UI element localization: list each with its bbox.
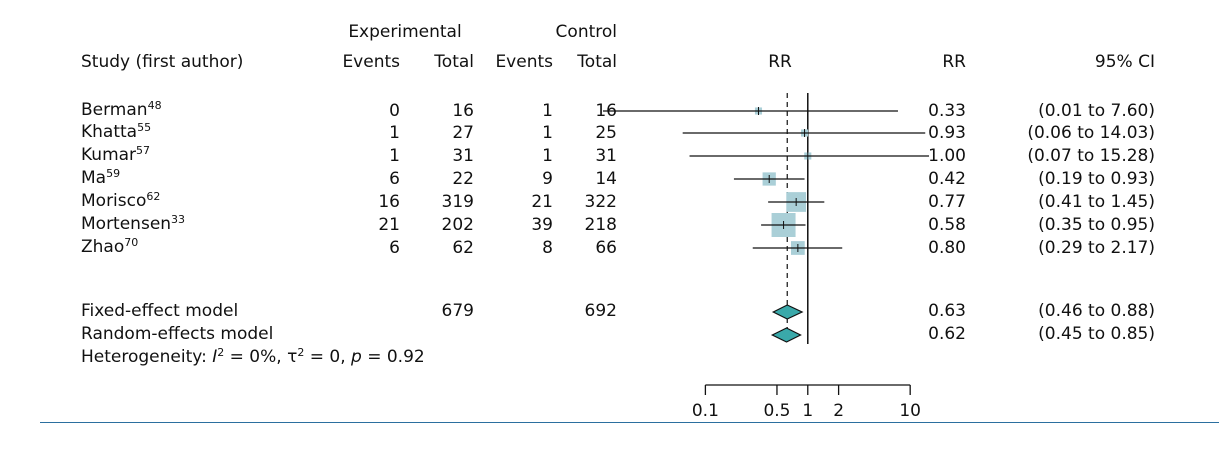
ctrl-events: 8 [542, 238, 553, 258]
x-tick-label: 0.1 [692, 401, 719, 421]
ctrl-total: 14 [595, 169, 617, 189]
header-plot-rr: RR [768, 52, 792, 72]
ctrl-events: 1 [542, 101, 553, 121]
exp-events: 1 [389, 123, 400, 143]
x-tick-label: 0.5 [763, 401, 790, 421]
ctrl-total: 31 [595, 146, 617, 166]
ci-value: (0.45 to 0.85) [1038, 324, 1155, 344]
exp-total: 679 [441, 301, 474, 321]
exp-events: 21 [378, 215, 400, 235]
exp-total: 31 [452, 146, 474, 166]
header-rr: RR [942, 52, 966, 72]
study-name: Zhao70 [81, 236, 139, 257]
heterogeneity-text: Heterogeneity: I2 = 0%, τ2 = 0, p = 0.92 [81, 346, 425, 367]
ctrl-total: 218 [584, 215, 617, 235]
pooled-diamond [770, 327, 802, 343]
ctrl-total: 25 [595, 123, 617, 143]
header-experimental: Experimental [348, 22, 462, 42]
rr-value: 1.00 [928, 146, 966, 166]
study-name: Ma59 [81, 167, 121, 188]
ctrl-events: 1 [542, 123, 553, 143]
x-tick-label: 1 [802, 401, 813, 421]
x-tick-label: 2 [833, 401, 844, 421]
ctrl-total: 66 [595, 238, 617, 258]
rr-value: 0.58 [928, 215, 966, 235]
exp-total: 27 [452, 123, 474, 143]
rr-value: 0.42 [928, 169, 966, 189]
ctrl-events: 21 [531, 192, 553, 212]
study-name: Mortensen33 [81, 213, 186, 234]
ctrl-events: 9 [542, 169, 553, 189]
exp-total: 62 [452, 238, 474, 258]
rr-value: 0.62 [928, 324, 966, 344]
ctrl-total: 322 [584, 192, 617, 212]
exp-total: 22 [452, 169, 474, 189]
ci-value: (0.19 to 0.93) [1038, 169, 1155, 189]
rr-value: 0.63 [928, 301, 966, 321]
exp-events: 6 [389, 169, 400, 189]
exp-total: 16 [452, 101, 474, 121]
exp-total: 202 [441, 215, 474, 235]
ci-value: (0.06 to 14.03) [1027, 123, 1155, 143]
exp-events: 0 [389, 101, 400, 121]
bottom-rule [40, 422, 1219, 423]
header-ci: 95% CI [1094, 52, 1155, 72]
pooled-diamond [771, 304, 804, 320]
header-study: Study (first author) [81, 52, 244, 72]
ctrl-events: 1 [542, 146, 553, 166]
ctrl-events: 39 [531, 215, 553, 235]
exp-events: 6 [389, 238, 400, 258]
ci-value: (0.35 to 0.95) [1038, 215, 1155, 235]
study-name: Khatta55 [81, 121, 152, 142]
ci-value: (0.01 to 7.60) [1038, 101, 1155, 121]
rr-value: 0.80 [928, 238, 966, 258]
ci-value: (0.46 to 0.88) [1038, 301, 1155, 321]
x-tick-label: 10 [899, 401, 921, 421]
exp-events: 16 [378, 192, 400, 212]
header-exp-total: Total [434, 52, 474, 72]
study-name: Kumar57 [81, 144, 151, 165]
header-control: Control [555, 22, 617, 42]
ci-value: (0.29 to 2.17) [1038, 238, 1155, 258]
rr-value: 0.33 [928, 101, 966, 121]
header-ctrl-total: Total [577, 52, 617, 72]
model-name: Random-effects model [81, 324, 274, 344]
exp-total: 319 [441, 192, 474, 212]
model-name: Fixed-effect model [81, 301, 239, 321]
rr-value: 0.77 [928, 192, 966, 212]
ci-value: (0.07 to 15.28) [1027, 146, 1155, 166]
exp-events: 1 [389, 146, 400, 166]
header-ctrl-events: Events [495, 52, 553, 72]
header-exp-events: Events [342, 52, 400, 72]
study-name: Morisco62 [81, 190, 161, 211]
ctrl-total: 692 [584, 301, 617, 321]
study-name: Berman48 [81, 99, 162, 120]
ci-value: (0.41 to 1.45) [1038, 192, 1155, 212]
rr-value: 0.93 [928, 123, 966, 143]
